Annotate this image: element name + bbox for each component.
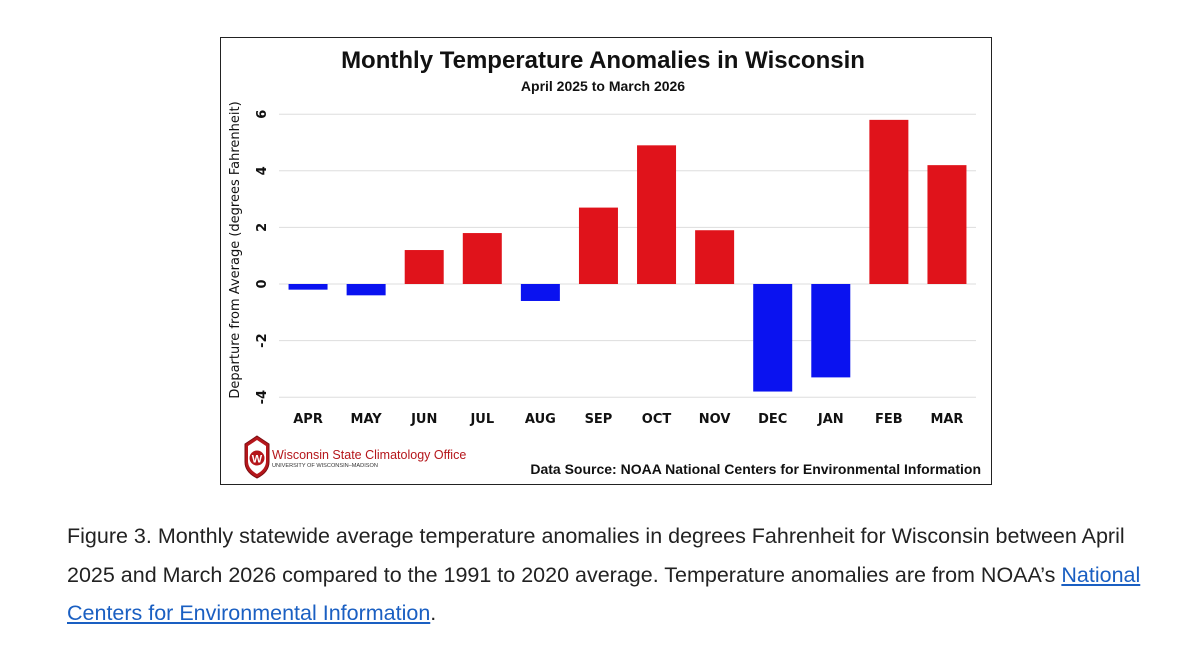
ncei-link[interactable]: National Centers for Environmental Infor… — [67, 562, 1141, 626]
bar-nov — [695, 230, 735, 284]
chart-subtitle: April 2025 to March 2026 — [521, 78, 685, 94]
x-tick-label: MAY — [351, 412, 383, 427]
caption-trailing: . — [430, 601, 437, 625]
crest-letter: W — [252, 454, 263, 466]
bar-sep — [578, 207, 618, 284]
climatology-office-logo[interactable]: W Wisconsin State Climatology Office UNI… — [244, 435, 466, 479]
y-tick-label: -2 — [255, 333, 270, 347]
data-source: Data Source: NOAA National Centers for E… — [530, 461, 981, 477]
chart-frame: Monthly Temperature Anomalies in Wiscons… — [220, 37, 992, 485]
x-tick-label: DEC — [758, 412, 787, 427]
logo-subtitle: UNIVERSITY OF WISCONSIN–MADISON — [272, 463, 378, 469]
y-tick-label: 0 — [255, 279, 270, 288]
y-tick-label: -4 — [255, 390, 270, 404]
gridlines — [279, 113, 976, 398]
x-tick-label: OCT — [642, 412, 672, 427]
uw-crest-icon: W — [244, 435, 270, 479]
x-tick-label: JAN — [817, 412, 844, 427]
y-tick-label: 6 — [255, 110, 270, 119]
bar-jun — [404, 250, 444, 284]
x-tick-label: SEP — [585, 412, 613, 427]
logo-name: Wisconsin State Climatology Office — [272, 448, 466, 462]
y-axis-ticks: 6 4 2 0 -2 -4 — [255, 110, 270, 405]
x-tick-label: NOV — [699, 412, 731, 427]
bar-aug — [520, 284, 560, 301]
bar-jul — [462, 233, 502, 284]
caption-text: Figure 3. Monthly statewide average temp… — [67, 524, 1125, 587]
bar-jan — [811, 284, 851, 378]
x-tick-label: APR — [293, 412, 323, 427]
bar-mar — [927, 165, 967, 284]
bar-dec — [753, 284, 793, 392]
x-tick-label: JUL — [469, 412, 494, 427]
y-axis-label: Departure from Average (degrees Fahrenhe… — [228, 101, 243, 398]
bar-apr — [288, 284, 328, 290]
x-axis-ticks: APR MAY JUN JUL AUG SEP OCT NOV DEC JAN FEB MAR — [293, 412, 963, 427]
x-tick-label: JUN — [410, 412, 437, 427]
bar-feb — [869, 119, 909, 284]
x-tick-label: MAR — [930, 412, 963, 427]
bar-may — [346, 284, 386, 296]
y-tick-label: 4 — [255, 166, 270, 175]
y-tick-label: 2 — [255, 223, 270, 232]
bar-oct — [637, 145, 677, 284]
figure-caption: Figure 3. Monthly statewide average temp… — [67, 517, 1167, 633]
bars — [288, 119, 967, 392]
x-tick-label: AUG — [525, 412, 556, 427]
x-tick-label: FEB — [875, 412, 903, 427]
chart-title: Monthly Temperature Anomalies in Wiscons… — [341, 47, 865, 74]
temperature-anomaly-chart: Monthly Temperature Anomalies in Wiscons… — [228, 47, 981, 479]
